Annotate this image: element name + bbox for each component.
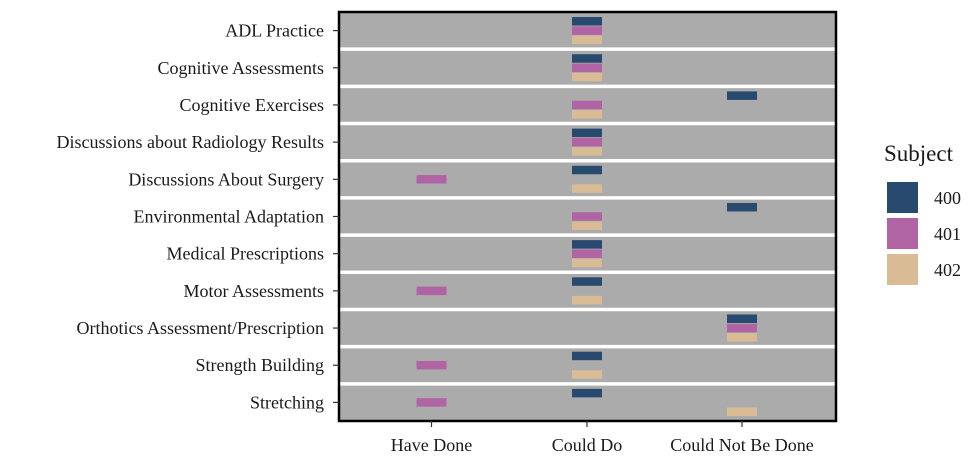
y-tick-label: Orthotics Assessment/Prescription	[77, 318, 324, 338]
x-tick-label: Have Done	[391, 435, 472, 455]
mark-subject-402	[572, 72, 602, 82]
mark-subject-400	[572, 277, 602, 286]
mark-subject-400	[572, 165, 602, 175]
mark-subject-401	[572, 212, 602, 221]
mark-subject-402	[572, 35, 602, 45]
y-tick-label: Discussions about Radiology Results	[56, 132, 324, 152]
y-tick-label: Motor Assessments	[183, 281, 324, 301]
mark-subject-401	[416, 398, 447, 407]
y-tick-label: Strength Building	[195, 355, 324, 375]
y-axis: ADL Practice Cognitive Assessments Cogniti…	[56, 21, 339, 412]
mark-subject-402	[727, 333, 757, 342]
legend: Subject 400 401 402	[884, 141, 961, 285]
legend-label: 401	[934, 224, 961, 244]
legend-swatch	[887, 254, 918, 285]
y-tick-label: Environmental Adaptation	[134, 207, 324, 227]
mark-subject-401	[416, 175, 447, 184]
x-tick-label: Could Not Be Done	[670, 435, 814, 455]
mark-subject-402	[572, 295, 602, 305]
mark-subject-400	[727, 91, 757, 100]
mark-subject-402	[572, 258, 602, 268]
mark-subject-402	[572, 184, 602, 193]
mark-subject-400	[727, 314, 757, 323]
chart-marks	[416, 17, 757, 416]
mark-subject-401	[572, 63, 602, 73]
legend-swatch	[887, 218, 918, 249]
mark-subject-402	[572, 221, 602, 231]
x-axis: Have Done Could Do Could Not Be Done	[391, 421, 814, 455]
mark-subject-400	[572, 240, 602, 249]
mark-subject-401	[572, 249, 602, 258]
mark-subject-400	[572, 17, 602, 26]
mark-subject-401	[572, 100, 602, 110]
mark-subject-400	[572, 388, 602, 398]
y-tick-label: ADL Practice	[225, 21, 324, 41]
mark-subject-402	[572, 110, 602, 119]
y-tick-label: Medical Prescriptions	[167, 244, 324, 264]
x-tick-label: Could Do	[552, 435, 623, 455]
legend-title: Subject	[884, 141, 954, 166]
mark-subject-401	[572, 137, 602, 147]
mark-subject-400	[572, 351, 602, 361]
mark-subject-401	[416, 286, 447, 296]
legend-swatch	[887, 182, 918, 213]
mark-subject-401	[727, 323, 757, 333]
mark-subject-402	[727, 407, 757, 416]
y-tick-label: Cognitive Exercises	[180, 95, 324, 115]
legend-label: 400	[934, 188, 961, 208]
y-tick-label: Discussions About Surgery	[128, 169, 324, 189]
y-tick-label: Stretching	[250, 392, 324, 412]
mark-subject-400	[572, 54, 602, 63]
mark-subject-400	[572, 128, 602, 138]
mark-subject-401	[572, 26, 602, 35]
mark-subject-402	[572, 370, 602, 379]
mark-subject-401	[416, 360, 447, 370]
mark-subject-402	[572, 147, 602, 156]
y-tick-label: Cognitive Assessments	[157, 58, 324, 78]
mark-subject-400	[727, 202, 757, 212]
legend-label: 402	[934, 260, 961, 280]
